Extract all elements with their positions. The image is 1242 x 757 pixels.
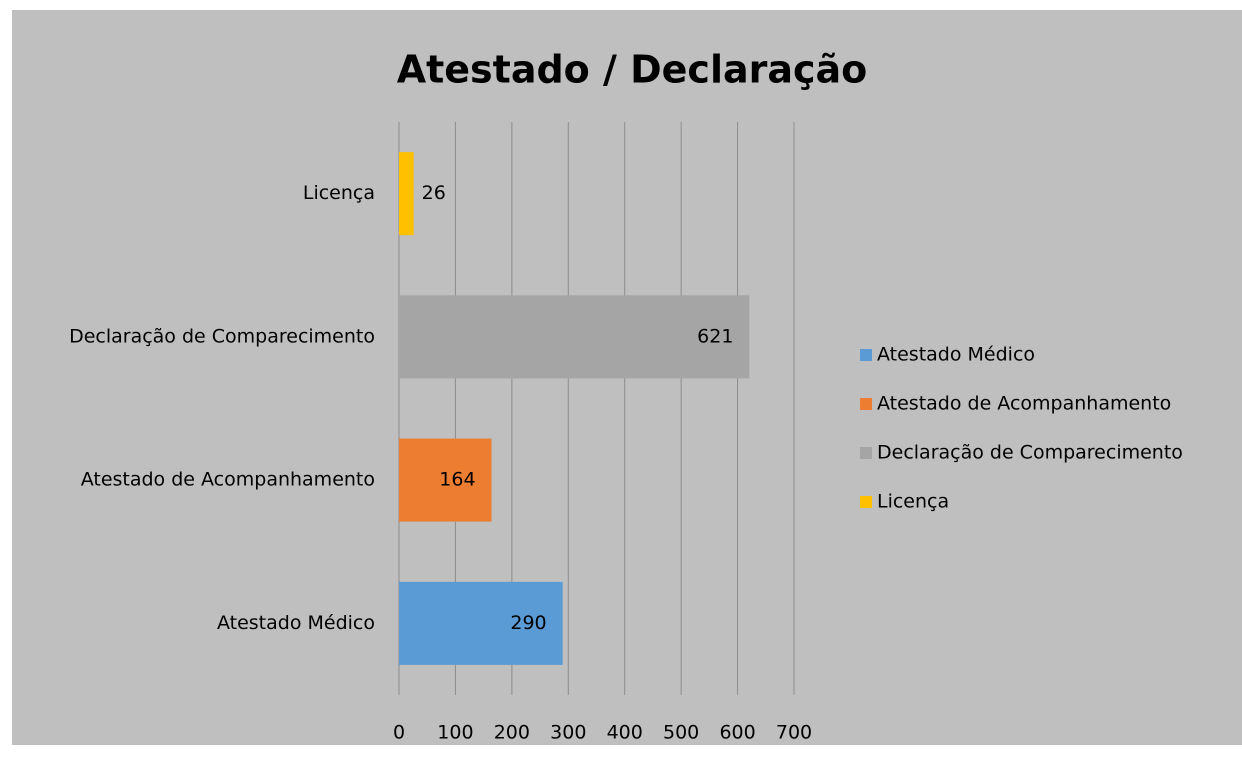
legend-label: Licença [877, 491, 949, 513]
legend-label: Atestado Médico [877, 344, 1035, 366]
bar [399, 438, 492, 522]
x-tick-label: 400 [607, 722, 643, 744]
x-tick-label: 600 [719, 722, 755, 744]
x-tick-label: 700 [776, 722, 812, 744]
y-tick-label: Declaração de Comparecimento [69, 325, 375, 347]
data-label: 621 [697, 325, 733, 347]
x-tick-label: 0 [393, 722, 405, 744]
chart-title: Atestado / Declaração [397, 48, 868, 92]
legend-swatch [860, 398, 872, 410]
y-tick-label: Atestado de Acompanhamento [81, 469, 375, 491]
data-label: 290 [510, 612, 546, 634]
legend-label: Declaração de Comparecimento [877, 442, 1183, 464]
x-tick-label: 300 [550, 722, 586, 744]
legend-swatch [860, 496, 872, 508]
data-label: 164 [439, 469, 475, 491]
y-tick-label: Atestado Médico [217, 612, 375, 634]
bar [399, 295, 750, 379]
legend-swatch [860, 447, 872, 459]
bar [399, 581, 563, 665]
bar [399, 152, 414, 236]
data-label: 26 [422, 182, 446, 204]
y-tick-label: Licença [303, 182, 375, 204]
x-tick-label: 200 [494, 722, 530, 744]
x-tick-label: 100 [437, 722, 473, 744]
legend-label: Atestado de Acompanhamento [877, 393, 1171, 415]
x-tick-label: 500 [663, 722, 699, 744]
legend-swatch [860, 349, 872, 361]
